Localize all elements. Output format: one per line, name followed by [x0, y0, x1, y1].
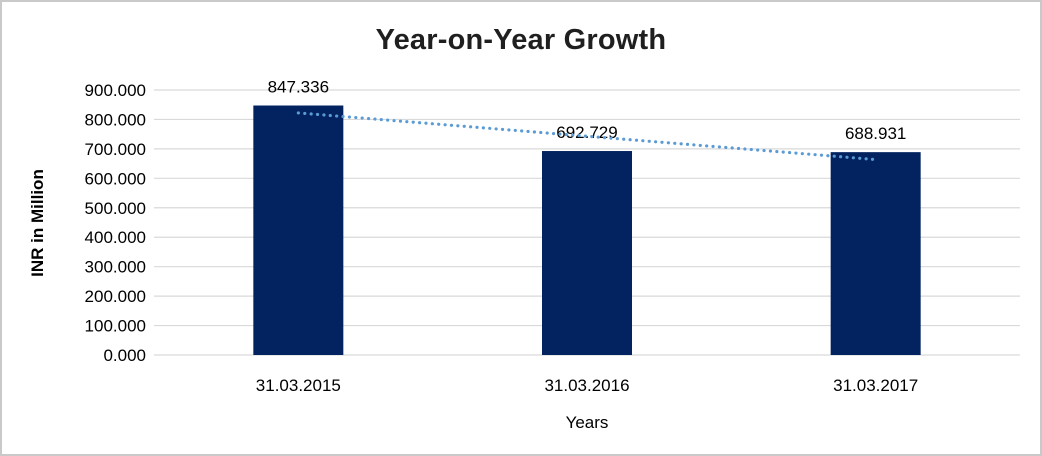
- y-tick-label: 300.000: [85, 258, 146, 277]
- y-tick-label: 600.000: [85, 169, 146, 188]
- y-tick-label: 800.000: [85, 110, 146, 129]
- y-tick-label: 400.000: [85, 228, 146, 247]
- chart-title: Year-on-Year Growth: [375, 24, 667, 56]
- bar: [542, 151, 632, 355]
- y-tick-label: 900.000: [85, 81, 146, 100]
- x-axis-title: Years: [565, 413, 609, 432]
- y-tick-label: 700.000: [85, 140, 146, 159]
- bar-value-label: 692.729: [556, 123, 617, 142]
- bar-value-label: 847.336: [268, 78, 329, 97]
- x-tick-label: 31.03.2017: [833, 376, 918, 395]
- x-tick-label: 31.03.2016: [544, 376, 629, 395]
- y-tick-label: 200.000: [85, 287, 146, 306]
- bar: [830, 152, 921, 355]
- bar-value-label: 688.931: [845, 124, 906, 143]
- y-tick-label: 100.000: [85, 317, 146, 336]
- y-tick-label: 500.000: [85, 199, 146, 218]
- trendline: [296, 111, 878, 162]
- y-tick-label: 0.000: [103, 346, 146, 365]
- bar: [253, 105, 344, 355]
- x-tick-label: 31.03.2015: [256, 376, 341, 395]
